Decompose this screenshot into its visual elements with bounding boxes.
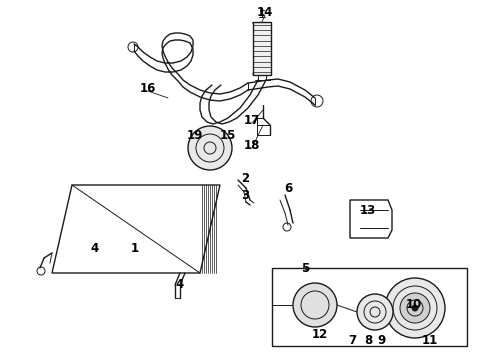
Text: 8: 8 <box>364 333 372 346</box>
Circle shape <box>188 126 232 170</box>
Text: 5: 5 <box>301 261 309 274</box>
Circle shape <box>412 305 418 311</box>
Text: 2: 2 <box>241 171 249 185</box>
Text: 16: 16 <box>140 81 156 95</box>
Polygon shape <box>52 185 220 273</box>
Text: 7: 7 <box>348 333 356 346</box>
Circle shape <box>293 283 337 327</box>
Circle shape <box>400 293 430 323</box>
Text: 13: 13 <box>360 203 376 216</box>
Polygon shape <box>350 200 392 238</box>
Text: 1: 1 <box>131 242 139 255</box>
Text: 14: 14 <box>257 5 273 18</box>
Text: 19: 19 <box>187 129 203 141</box>
Text: 6: 6 <box>284 181 292 194</box>
Text: 9: 9 <box>378 333 386 346</box>
Text: 11: 11 <box>422 333 438 346</box>
Bar <box>253 22 271 75</box>
Circle shape <box>357 294 393 330</box>
Text: 12: 12 <box>312 328 328 342</box>
Text: 10: 10 <box>406 298 422 311</box>
Bar <box>272 268 467 346</box>
Text: 15: 15 <box>220 129 236 141</box>
Text: 3: 3 <box>241 189 249 202</box>
Text: 4: 4 <box>91 242 99 255</box>
Text: 4: 4 <box>176 279 184 292</box>
Text: 18: 18 <box>244 139 260 152</box>
Text: 17: 17 <box>244 113 260 126</box>
Circle shape <box>385 278 445 338</box>
